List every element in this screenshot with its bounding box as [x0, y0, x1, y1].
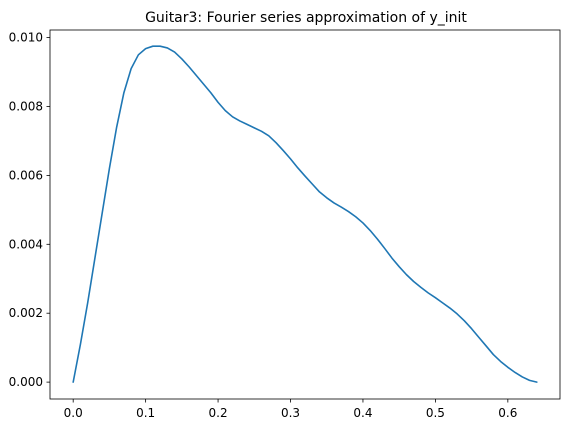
- axes-frame: [49, 29, 561, 400]
- y-tick-label: 0.010: [9, 31, 43, 45]
- x-tick-label: 0.3: [281, 406, 300, 420]
- y-tick-label: 0.006: [9, 168, 43, 182]
- y-axis: 0.000 0.002 0.004 0.006 0.008 0.010: [9, 31, 50, 389]
- x-tick-label: 0.2: [209, 406, 228, 420]
- y-tick-label: 0.000: [9, 375, 43, 389]
- y-tick-label: 0.008: [9, 99, 43, 113]
- x-axis: 0.0 0.1 0.2 0.3 0.4 0.5 0.6: [64, 399, 517, 420]
- chart-title: Guitar3: Fourier series approximation of…: [145, 10, 467, 26]
- x-tick-label: 0.6: [498, 406, 517, 420]
- x-tick-label: 0.4: [353, 406, 372, 420]
- y-tick-label: 0.002: [9, 306, 43, 320]
- x-tick-label: 0.0: [64, 406, 83, 420]
- x-tick-label: 0.5: [426, 406, 445, 420]
- x-tick-label: 0.1: [136, 406, 155, 420]
- y-tick-label: 0.004: [9, 237, 43, 251]
- plot-area: [72, 45, 538, 383]
- series-line-1: [72, 45, 538, 383]
